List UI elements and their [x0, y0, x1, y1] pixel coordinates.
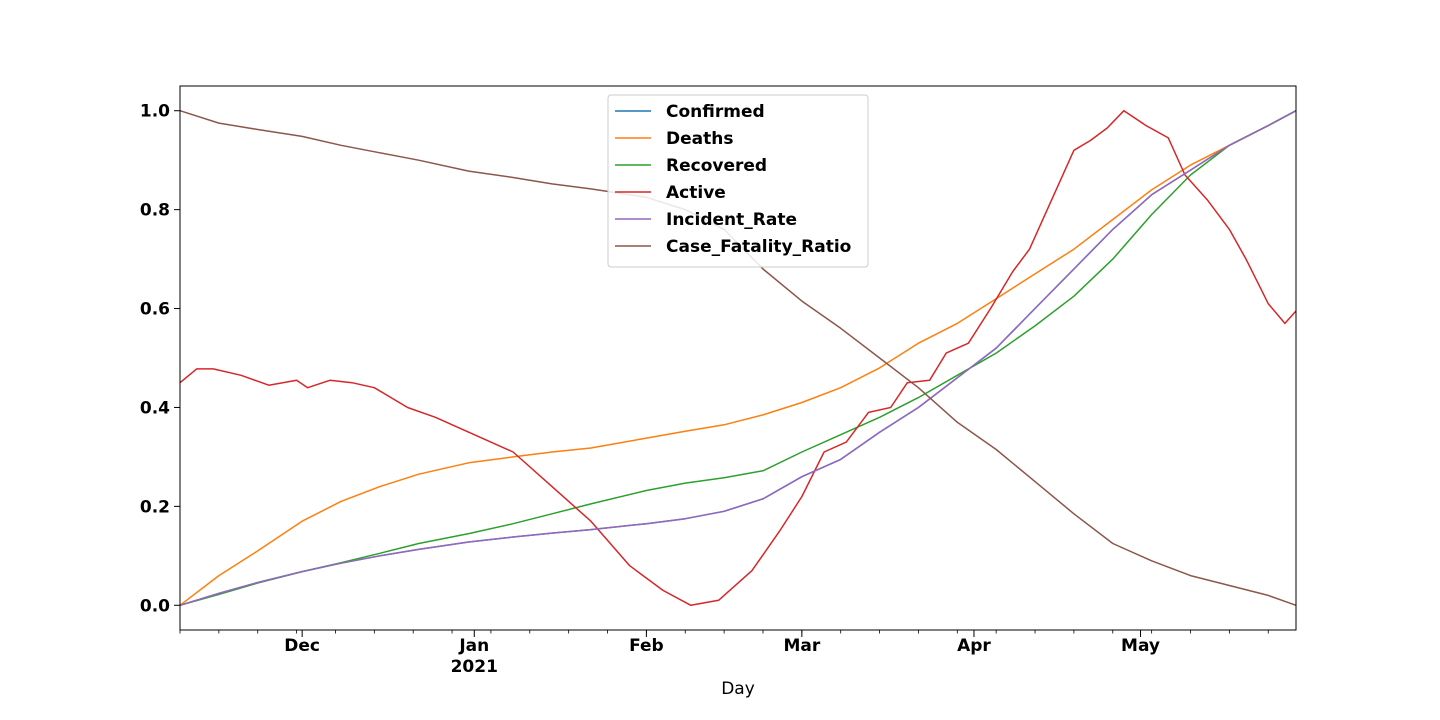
- x-axis-label: Day: [721, 679, 755, 699]
- series-line-case-fatality-ratio: [179, 109, 1297, 607]
- legend-label-2: Recovered: [666, 156, 767, 176]
- legend-label-3: Active: [666, 183, 726, 203]
- series-line-incident-rate: [179, 110, 1297, 607]
- y-tick-label-2: 0.4: [140, 398, 170, 418]
- x-tick-label-4: Apr: [957, 636, 991, 656]
- y-tick-label-1: 0.2: [140, 497, 170, 517]
- x-tick-label-3: Mar: [783, 636, 820, 656]
- x-tick-label-2: Feb: [629, 636, 664, 656]
- x-tick-label-1: Jan: [458, 636, 489, 656]
- series-line-active: [179, 109, 1297, 607]
- legend-label-4: Incident_Rate: [666, 210, 797, 230]
- x-tick-label-5: May: [1121, 636, 1160, 656]
- plot-frame: [179, 85, 1297, 631]
- legend-box: [607, 94, 869, 268]
- series-line-deaths: [179, 110, 1297, 606]
- y-tick-label-4: 0.8: [140, 201, 170, 221]
- legend: Confirmed Deaths Recovered Active Incident_R…: [607, 94, 869, 268]
- y-tick-label-3: 0.6: [140, 300, 170, 320]
- x-tick-sublabel-1: 2021: [451, 657, 498, 677]
- legend-label-0: Confirmed: [666, 102, 765, 122]
- legend-label-5: Case_Fatality_Ratio: [666, 237, 851, 257]
- series-line-recovered: [179, 110, 1297, 607]
- y-tick-label-5: 1.0: [140, 102, 170, 122]
- legend-label-1: Deaths: [666, 129, 733, 149]
- series-lines: [179, 109, 1297, 607]
- y-tick-label-0: 0.0: [140, 596, 170, 616]
- x-tick-label-0: Dec: [284, 636, 320, 656]
